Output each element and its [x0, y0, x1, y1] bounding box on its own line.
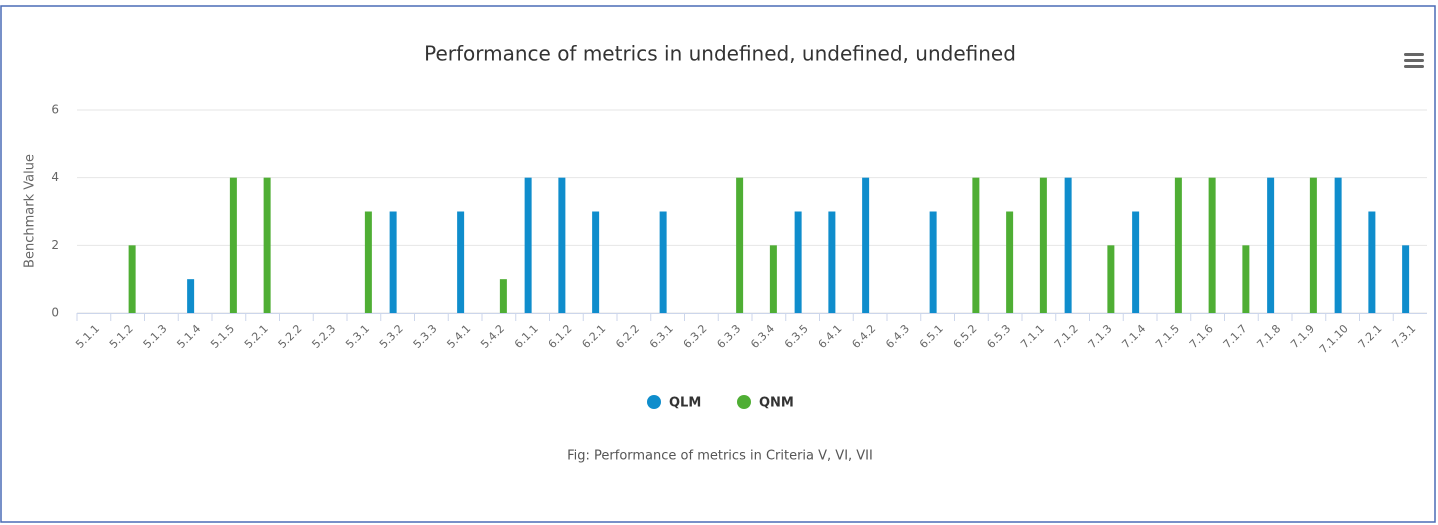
bar: [389, 211, 397, 313]
menu-bar: [1404, 59, 1424, 62]
menu-bar: [1404, 53, 1424, 56]
bar: [1006, 211, 1014, 313]
bar: [828, 211, 836, 313]
bar: [187, 279, 195, 313]
bar: [1368, 211, 1376, 313]
bar: [862, 177, 870, 313]
bar: [263, 177, 271, 313]
bar: [972, 177, 980, 313]
y-axis-label: Benchmark Value: [23, 154, 38, 268]
bar: [499, 279, 507, 313]
bar: [659, 211, 667, 313]
bar: [364, 211, 372, 313]
bar: [736, 177, 744, 313]
bar: [1174, 177, 1182, 313]
bar: [592, 211, 600, 313]
y-tick-label: 2: [51, 238, 59, 252]
y-tick-label: 6: [51, 103, 59, 117]
bar: [929, 211, 937, 313]
bar: [229, 177, 237, 313]
legend-marker: [737, 395, 751, 409]
menu-bar: [1404, 65, 1424, 68]
bar: [558, 177, 566, 313]
legend-marker: [647, 395, 661, 409]
bar: [1039, 177, 1047, 313]
legend-label: QNM: [759, 396, 794, 411]
bar: [1267, 177, 1275, 313]
bar: [1132, 211, 1140, 313]
chart-title: Performance of metrics in undefined, und…: [424, 42, 1016, 66]
bar: [1107, 245, 1115, 313]
menu-icon[interactable]: [1404, 53, 1424, 68]
frame: [0, 5, 1436, 523]
caption: Fig: Performance of metrics in Criteria …: [567, 449, 873, 464]
bar: [1334, 177, 1342, 313]
bar: [457, 211, 465, 313]
bar: [794, 211, 802, 313]
bar: [769, 245, 777, 313]
bar: [1064, 177, 1072, 313]
bar: [1402, 245, 1410, 313]
bar: [524, 177, 532, 313]
y-tick-label: 0: [51, 306, 59, 320]
bar: [1208, 177, 1216, 313]
y-tick-label: 4: [51, 170, 59, 184]
bar: [1309, 177, 1317, 313]
legend-label: QLM: [669, 396, 701, 411]
bar: [128, 245, 136, 313]
bar: [1242, 245, 1250, 313]
